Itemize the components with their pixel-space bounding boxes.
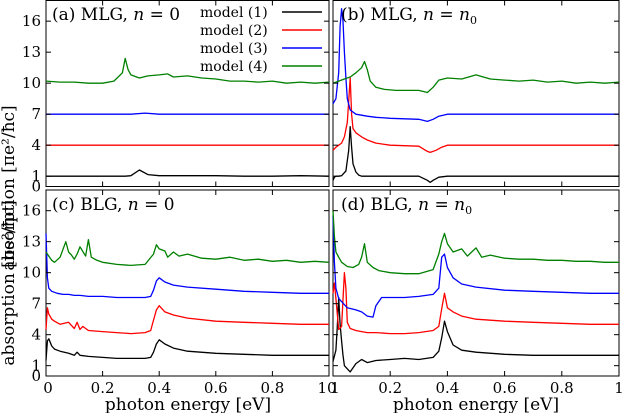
panel-c-series-3 [45, 233, 329, 299]
panel-c-series-1 [45, 338, 329, 361]
panel-b-title: (b) MLG, n = n0 [341, 5, 477, 27]
legend-label-1: model (1) [200, 5, 268, 21]
panel-c-xtick-label: 10 [317, 379, 336, 397]
panel-c-xtick-label: 0.8 [260, 379, 284, 397]
series-layer [45, 8, 620, 373]
panel-c-xtick-label: 0.4 [147, 379, 171, 397]
panel-b-series-4 [332, 60, 620, 94]
panel-c-ytick-label: 4 [31, 326, 41, 344]
panel-d-series-3 [332, 215, 619, 318]
panel-d-xtick-label: 0.2 [378, 379, 402, 397]
panel-a-ytick-label: 16 [22, 12, 41, 30]
panel-a-series-3 [46, 112, 329, 115]
panel-c-ytick-label: 0 [31, 367, 41, 385]
y-axis-label-bottom: absorption [πe²/ħc] [0, 200, 19, 365]
panel-a-ytick-label: 7 [31, 105, 41, 123]
panel-c-title: (c) BLG, n = 0 [52, 195, 175, 215]
legend-label-2: model (2) [200, 23, 268, 39]
panel-a-title: (a) MLG, n = 0 [52, 5, 180, 25]
panel-b-series-3 [332, 8, 619, 123]
panel-a-ytick-label: 13 [22, 43, 41, 61]
panel-d-series-1 [332, 296, 619, 373]
panel-a-frame [45, 0, 330, 187]
tick-layer [45, 0, 620, 377]
x-axis-label-left: photon energy [eV] [105, 395, 271, 413]
panel-c-series-4 [45, 238, 330, 267]
panel-a-ytick-label: 4 [31, 136, 41, 154]
panel-d-xtick-label: 1 [330, 379, 340, 397]
panel-d-xtick-label: 0.6 [493, 379, 517, 397]
panel-d-title: (d) BLG, n = n0 [341, 195, 472, 217]
panel-a-ytick-label: 0 [31, 178, 41, 196]
panel-b-frame [332, 0, 620, 187]
panel-c-xtick-label: 0.2 [91, 379, 115, 397]
panel-c-xtick-label: 0 [43, 379, 53, 397]
panel-c-xtick-label: 0.6 [204, 379, 228, 397]
legend: model (1) model (2) model (3) model (4) [200, 5, 322, 75]
panel-a-ytick-label: 10 [22, 74, 41, 92]
panel-c-series-2 [45, 305, 329, 335]
y-axis-label-top: absorption [πe²/ħc] [0, 105, 19, 270]
panel-c-ytick-label: 10 [22, 264, 41, 282]
panel-d-frame [332, 189, 620, 377]
x-axis-label-right: photon energy [eV] [393, 395, 559, 413]
legend-label-3: model (3) [200, 41, 268, 57]
panel-c-ytick-label: 16 [22, 202, 41, 220]
panel-d-series-2 [332, 272, 619, 335]
panel-c-frame [45, 189, 330, 377]
panel-b-series-2 [332, 77, 619, 154]
panel-d-series-4 [332, 210, 619, 275]
panel-c-ytick-label: 13 [22, 233, 41, 251]
panel-c-ytick-label: 7 [31, 295, 41, 313]
panel-d-xtick-label: 0.4 [435, 379, 459, 397]
panel-a-series-4 [45, 57, 330, 84]
panel-a-ytick-label: 1 [31, 167, 41, 185]
panel-b-series-1 [332, 125, 619, 184]
panel-d-xtick-label: 1 [614, 379, 622, 397]
legend-label-4: model (4) [200, 59, 268, 75]
panel-c-ytick-label: 1 [31, 357, 41, 375]
panel-d-xtick-label: 0.8 [550, 379, 574, 397]
panel-a-series-1 [46, 169, 330, 177]
